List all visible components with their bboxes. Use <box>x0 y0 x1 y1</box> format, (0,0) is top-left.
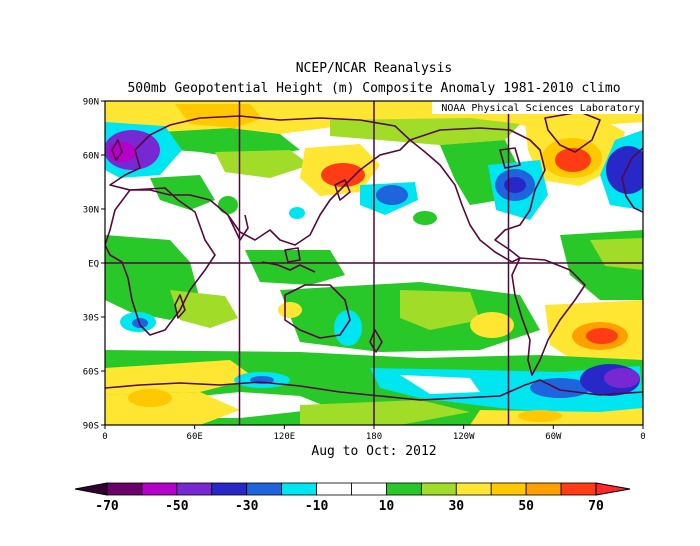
anomaly-region <box>289 207 305 219</box>
anomaly-region <box>321 163 365 187</box>
anomaly-map <box>105 101 643 425</box>
coastline-europe-wrap <box>621 147 643 213</box>
colorbar-label: 70 <box>588 499 604 514</box>
colorbar-swatch <box>525 482 562 496</box>
anomaly-region <box>128 389 172 407</box>
anomaly-region <box>604 368 640 388</box>
colorbar-swatch <box>211 482 248 496</box>
coastline-madagascar <box>174 294 186 319</box>
colorbar-label: 10 <box>379 499 395 514</box>
period-label: Aug to Oct: 2012 <box>311 444 436 459</box>
lat-tick-label: 30N <box>83 206 99 216</box>
colorbar-swatch <box>386 482 422 496</box>
anomaly-region <box>334 310 362 346</box>
credit-label: NOAA Physical Sciences Laboratory <box>441 103 640 114</box>
colorbar: -70 -50 -30 -10 10 30 50 70 <box>74 482 631 514</box>
lat-tick-label: 60N <box>83 152 99 162</box>
anomaly-region <box>150 175 215 210</box>
colorbar-swatch <box>316 482 352 496</box>
lon-tick-label: 60W <box>545 432 562 442</box>
anomaly-region <box>606 146 643 194</box>
lat-tick-label: 90S <box>83 422 99 432</box>
coastline-britain <box>111 139 123 161</box>
coastline-eurasia <box>109 115 411 246</box>
lon-tick-label: 120E <box>273 432 295 442</box>
coastline-antarctica <box>105 379 643 401</box>
colorbar-label: -50 <box>165 499 189 514</box>
lat-tick-label: 90N <box>83 98 99 108</box>
lat-tick-label: EQ <box>88 260 99 270</box>
anomaly-region <box>413 211 437 225</box>
anomaly-region <box>504 177 526 193</box>
anomaly-region <box>300 400 470 425</box>
coastline-new-zealand <box>369 329 383 353</box>
colorbar-swatch <box>246 482 283 496</box>
lat-tick-label: 30S <box>83 314 99 324</box>
anomaly-region <box>218 196 238 214</box>
anomaly-region <box>330 118 520 145</box>
colorbar-label: 30 <box>448 499 464 514</box>
lon-tick-label: 120W <box>453 432 475 442</box>
colorbar-swatch <box>420 482 457 496</box>
coastline-borneo <box>284 247 301 263</box>
colorbar-arrow-low <box>74 482 108 496</box>
lon-tick-label: 60E <box>187 432 203 442</box>
coastline-india <box>227 214 249 241</box>
anomaly-region <box>376 185 408 205</box>
lon-tick-label: 0 <box>102 432 107 442</box>
colorbar-label: -70 <box>95 499 119 514</box>
coastline-africa <box>105 187 216 336</box>
colorbar-swatch <box>351 482 387 496</box>
colorbar-swatch <box>176 482 213 496</box>
lat-tick-label: 60S <box>83 368 99 378</box>
anomaly-region <box>170 290 238 328</box>
colorbar-arrow-high <box>595 482 631 496</box>
colorbar-swatch <box>281 482 317 496</box>
coastline-hudson-bay <box>499 147 521 169</box>
colorbar-label: -10 <box>305 499 329 514</box>
coastline-australia <box>284 284 351 339</box>
anomaly-region <box>590 238 643 270</box>
coastline-japan <box>334 179 351 201</box>
title-line1: NCEP/NCAR Reanalysis <box>296 61 453 76</box>
anomaly-region <box>518 410 562 422</box>
coastline-indonesia <box>261 261 316 273</box>
anomaly-region <box>278 302 302 318</box>
colorbar-label: -30 <box>235 499 259 514</box>
grid-lines <box>105 101 643 425</box>
lon-tick-label: 0 <box>640 432 645 442</box>
coastline-north-america <box>409 127 546 263</box>
colorbar-swatch <box>560 482 597 496</box>
title-line2: 500mb Geopotential Height (m) Composite … <box>127 81 620 96</box>
anomaly-region <box>400 290 480 330</box>
credit-box <box>432 101 643 114</box>
anomaly-region <box>555 148 591 172</box>
colorbar-swatch <box>455 482 492 496</box>
anomaly-region <box>586 328 618 344</box>
anomaly-region <box>470 312 514 338</box>
anomaly-region <box>105 360 255 395</box>
colorbar-swatch <box>490 482 527 496</box>
anomaly-region <box>400 375 480 394</box>
colorbar-swatch <box>106 482 143 496</box>
colorbar-label: 50 <box>518 499 534 514</box>
colorbar-swatch <box>141 482 178 496</box>
lon-tick-label: 180 <box>366 432 382 442</box>
coastline-south-america <box>511 257 586 376</box>
coastlines <box>105 111 643 401</box>
